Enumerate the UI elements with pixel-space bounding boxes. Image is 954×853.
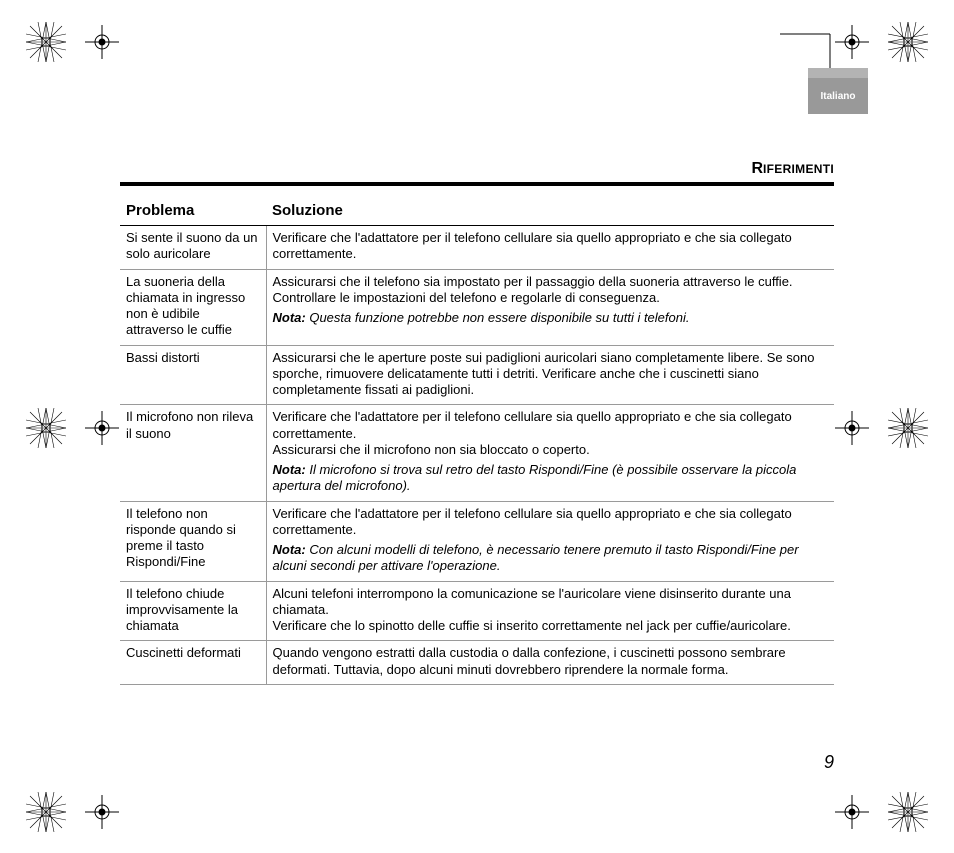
problem-cell: Il telefono non risponde quando si preme… [120,501,266,581]
regmark-br [888,792,928,832]
table-row: Il telefono chiude improvvisamente la ch… [120,581,834,641]
page-number: 9 [824,752,834,773]
starburst-icon [26,22,66,62]
solution-cell: Verificare che l'adattatore per il telef… [266,226,834,270]
crosshair-icon [832,792,872,832]
crosshair-icon [832,408,872,448]
table-row: Il microfono non rileva il suonoVerifica… [120,405,834,501]
starburst-icon [26,792,66,832]
language-tab-label: Italiano [808,78,868,114]
problem-cell: La suoneria della chiamata in ingresso n… [120,269,266,345]
solution-cell: Verificare che l'adattatore per il telef… [266,501,834,581]
problem-cell: Il microfono non rileva il suono [120,405,266,501]
regmark-bl [26,792,66,832]
solution-cell: Assicurarsi che le aperture poste sui pa… [266,345,834,405]
crosshair-icon [82,22,122,62]
problem-cell: Il telefono chiude improvvisamente la ch… [120,581,266,641]
problem-cell: Bassi distorti [120,345,266,405]
crosshair-icon [82,792,122,832]
troubleshooting-table: Problema Soluzione Si sente il suono da … [120,196,834,685]
section-header: RIFERIMENTI Riferimenti [120,160,834,186]
section-title: RIFERIMENTI [751,160,834,176]
col-header-solution: Soluzione [266,196,834,226]
table-header-row: Problema Soluzione [120,196,834,226]
starburst-icon [888,408,928,448]
problem-cell: Cuscinetti deformati [120,641,266,685]
section-divider [120,182,834,186]
language-tab-stub [808,68,868,78]
regmark-tr [888,22,928,62]
problem-cell: Si sente il suono da un solo auricolare [120,226,266,270]
starburst-icon [888,22,928,62]
table-row: Cuscinetti deformatiQuando vengono estra… [120,641,834,685]
col-header-problem: Problema [120,196,266,226]
starburst-icon [888,792,928,832]
table-row: Il telefono non risponde quando si preme… [120,501,834,581]
table-row: Bassi distortiAssicurarsi che le apertur… [120,345,834,405]
regmark-ml [26,408,66,448]
solution-cell: Alcuni telefoni interrompono la comunica… [266,581,834,641]
solution-cell: Assicurarsi che il telefono sia impostat… [266,269,834,345]
solution-cell: Quando vengono estratti dalla custodia o… [266,641,834,685]
crosshair-icon [82,408,122,448]
regmark-mr [888,408,928,448]
solution-cell: Verificare che l'adattatore per il telef… [266,405,834,501]
language-tab: Italiano [808,68,868,114]
starburst-icon [26,408,66,448]
table-row: La suoneria della chiamata in ingresso n… [120,269,834,345]
table-row: Si sente il suono da un solo auricolareV… [120,226,834,270]
regmark-tl [26,22,66,62]
